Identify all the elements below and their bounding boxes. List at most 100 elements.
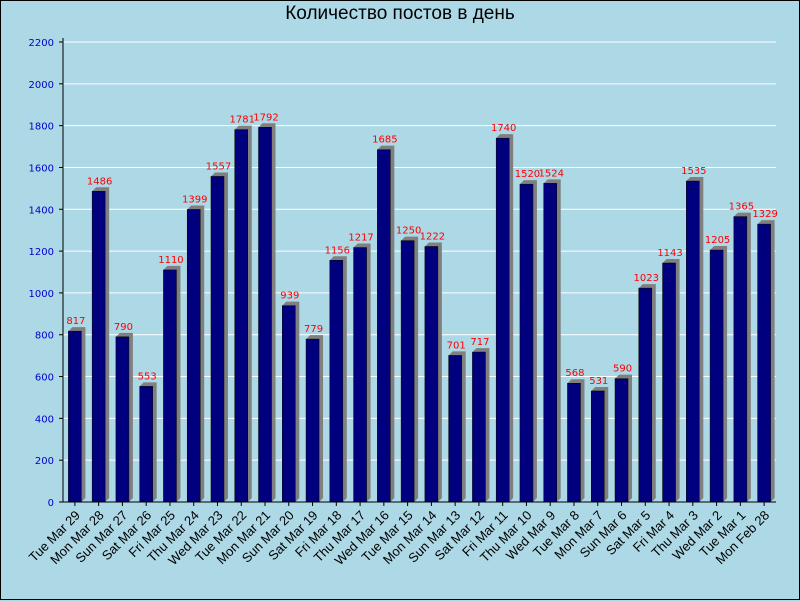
bar-shadow (615, 374, 633, 502)
data-label: 1524 (538, 168, 563, 179)
data-label: 1205 (705, 235, 730, 246)
data-label: 1250 (396, 226, 421, 237)
data-label: 1217 (348, 233, 373, 244)
y-tick-label: 600 (35, 373, 54, 384)
bar-shadow (424, 242, 442, 502)
bar (210, 176, 225, 503)
bar-shadow (258, 123, 276, 503)
bar (543, 183, 557, 503)
bar-shadow (329, 256, 347, 502)
bar (258, 127, 272, 503)
data-label: 1781 (230, 115, 255, 126)
data-label: 939 (280, 291, 299, 302)
bar-shadow (306, 335, 324, 502)
bar (662, 262, 676, 503)
bar (424, 246, 439, 503)
bar-shadow (187, 205, 205, 502)
data-label: 1520 (515, 169, 540, 180)
data-label: 590 (613, 364, 632, 375)
y-tick-label: 1600 (29, 163, 54, 174)
bar (91, 191, 106, 503)
y-tick-label: 1000 (29, 289, 54, 300)
bar-shadow (567, 379, 585, 502)
bar-shadow (234, 125, 252, 502)
bar-shadow (401, 236, 419, 503)
chart-title: Количество постов в день (285, 3, 515, 24)
bar (757, 223, 771, 503)
data-label: 1329 (752, 209, 777, 220)
y-tick-label: 800 (35, 331, 54, 342)
bar-shadow (92, 187, 110, 503)
bar (686, 180, 700, 503)
y-tick-label: 2000 (29, 80, 54, 91)
data-label: 1222 (420, 231, 445, 242)
bar-shadow (472, 348, 490, 502)
bar (68, 330, 82, 503)
bar (733, 216, 748, 503)
bar-shadow (519, 180, 537, 502)
bar-shadow (210, 172, 228, 503)
data-label: 1365 (729, 202, 754, 213)
data-label: 1535 (681, 166, 706, 177)
y-tick-label: 0 (48, 498, 54, 509)
data-label: 1685 (372, 135, 397, 146)
bar (282, 305, 296, 503)
bar (495, 137, 510, 503)
bar-shadow (377, 145, 395, 502)
bar-shadow (686, 177, 704, 502)
bar-shadow (163, 265, 181, 502)
y-tick-label: 1400 (29, 205, 54, 216)
bar (377, 149, 391, 503)
bar-shadow (139, 382, 157, 502)
bar (115, 336, 130, 503)
bar (329, 260, 344, 503)
data-label: 568 (565, 368, 584, 379)
bar-shadow (710, 246, 728, 502)
data-label: 790 (114, 322, 133, 333)
data-label: 1023 (634, 273, 659, 284)
bar-shadow (591, 386, 609, 502)
data-label: 1156 (325, 245, 350, 256)
bar (709, 249, 724, 503)
bar (638, 287, 653, 503)
bars (68, 123, 775, 503)
gridlines (63, 41, 776, 461)
bar-shadow (496, 134, 514, 502)
data-label: 553 (138, 371, 157, 382)
data-label: 1399 (182, 194, 207, 205)
axes (59, 38, 776, 506)
y-tick-label: 200 (35, 456, 54, 467)
bar-shadow (68, 327, 86, 502)
bar (305, 338, 320, 503)
data-label: 1143 (657, 248, 682, 259)
data-label: 779 (304, 324, 323, 335)
bar (519, 183, 534, 503)
bar-shadow (282, 301, 300, 502)
data-label: 1486 (87, 176, 112, 187)
bar-shadow (543, 179, 561, 502)
bar (614, 378, 629, 503)
bar (186, 209, 201, 503)
y-tick-label: 1800 (29, 122, 54, 133)
bar-shadow (638, 284, 656, 502)
data-label: 1792 (253, 112, 278, 123)
data-label: 1110 (158, 255, 183, 266)
y-tick-label: 2200 (29, 38, 54, 49)
data-label: 717 (470, 337, 489, 348)
bar (472, 351, 486, 503)
bar (139, 386, 153, 503)
bar (163, 269, 177, 503)
bar-shadow (353, 243, 371, 502)
bar-shadow (662, 259, 680, 502)
data-label: 1740 (491, 123, 516, 134)
data-label: 531 (589, 376, 608, 387)
data-label: 817 (66, 316, 85, 327)
bar-shadow (733, 212, 751, 502)
bar-shadow (757, 220, 775, 503)
bar (448, 355, 462, 503)
bar (353, 247, 367, 503)
bar-shadow (115, 332, 133, 502)
bar (591, 390, 605, 503)
